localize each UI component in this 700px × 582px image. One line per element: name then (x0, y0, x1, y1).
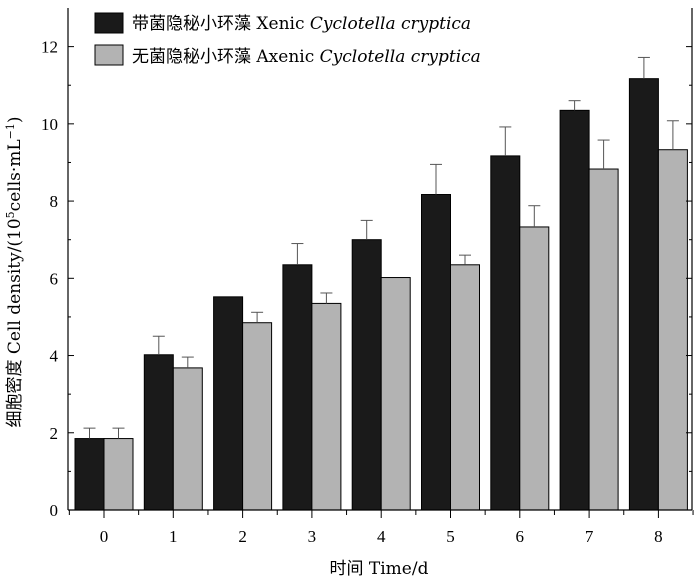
y-tick-label: 2 (50, 424, 59, 443)
bar-xenic-2 (213, 296, 244, 511)
legend-label-axenic: 无菌隐秘小环藻 Axenic Cyclotella cryptica (132, 47, 481, 67)
error-bar-axenic-3 (320, 292, 333, 304)
error-bar-axenic-7 (597, 139, 610, 170)
error-bar-xenic-3 (291, 243, 304, 265)
error-bar-axenic-6 (528, 205, 541, 227)
bar-axenic-0 (103, 438, 134, 511)
bar-axenic-3 (311, 302, 342, 511)
x-tick-label: 5 (446, 527, 455, 546)
y-tick-label: 6 (50, 269, 59, 288)
y-tick-label: 12 (41, 38, 58, 57)
error-bar-xenic-4 (360, 219, 373, 240)
bar-axenic-8 (657, 149, 688, 511)
x-tick-label: 0 (100, 527, 109, 546)
x-tick-label: 7 (585, 527, 594, 546)
error-bar-axenic-5 (459, 254, 471, 265)
bar-xenic-6 (490, 155, 521, 511)
bar-axenic-6 (519, 226, 550, 511)
error-bar-axenic-8 (666, 120, 679, 150)
y-axis-title: 细胞密度 Cell density/(105cells·mL−1) (4, 116, 25, 427)
bar-axenic-2 (242, 322, 273, 511)
bar-xenic-8 (628, 78, 659, 511)
error-bar-axenic-1 (181, 356, 194, 368)
y-tick-label: 4 (50, 347, 59, 366)
error-bar-xenic-8 (637, 56, 650, 79)
error-bar-xenic-0 (83, 427, 96, 439)
error-bar-xenic-1 (152, 335, 165, 355)
error-bar-axenic-0 (112, 427, 125, 439)
bar-xenic-0 (74, 438, 105, 511)
bar-xenic-7 (559, 109, 590, 511)
x-tick-label: 1 (169, 527, 178, 546)
bar-xenic-4 (351, 239, 382, 511)
legend: 带菌隐秘小环藻 Xenic Cyclotella cryptica 无菌隐秘小环… (94, 12, 481, 67)
y-axis-title-suffix: ) (5, 116, 25, 123)
bar-axenic-7 (588, 168, 619, 511)
error-bars-layer (83, 56, 679, 439)
x-tick-label: 6 (516, 527, 525, 546)
x-tick-label: 8 (654, 527, 663, 546)
y-tick-label: 10 (41, 115, 58, 134)
bars-layer (74, 78, 688, 511)
legend-swatch-axenic (94, 44, 124, 66)
bar-axenic-1 (172, 367, 203, 511)
bar-axenic-4 (380, 277, 411, 511)
x-tick-label: 4 (377, 527, 386, 546)
y-axis-title-mid: cells·mL (5, 139, 25, 211)
x-tick-label: 3 (308, 527, 317, 546)
bar-axenic-5 (450, 264, 480, 511)
y-axis-title-prefix: 细胞密度 Cell density/(10 (5, 218, 25, 427)
error-bar-xenic-5 (430, 163, 442, 195)
error-bar-axenic-2 (251, 311, 264, 323)
bar-xenic-1 (143, 354, 174, 511)
legend-label-xenic: 带菌隐秘小环藻 Xenic Cyclotella cryptica (132, 14, 471, 34)
error-bar-xenic-7 (568, 100, 581, 111)
axes (67, 8, 694, 518)
y-tick-label: 0 (50, 501, 59, 520)
error-bar-xenic-6 (499, 126, 512, 156)
y-axis-title-sup2: −1 (4, 123, 17, 139)
legend-swatch-xenic (94, 12, 124, 34)
x-axis-title: 时间 Time/d (330, 559, 429, 579)
x-tick-label: 2 (238, 527, 247, 546)
y-tick-label: 8 (50, 192, 59, 211)
bar-xenic-5 (421, 194, 451, 511)
y-axis-title-sup1: 5 (4, 211, 17, 218)
bar-xenic-3 (282, 264, 313, 511)
